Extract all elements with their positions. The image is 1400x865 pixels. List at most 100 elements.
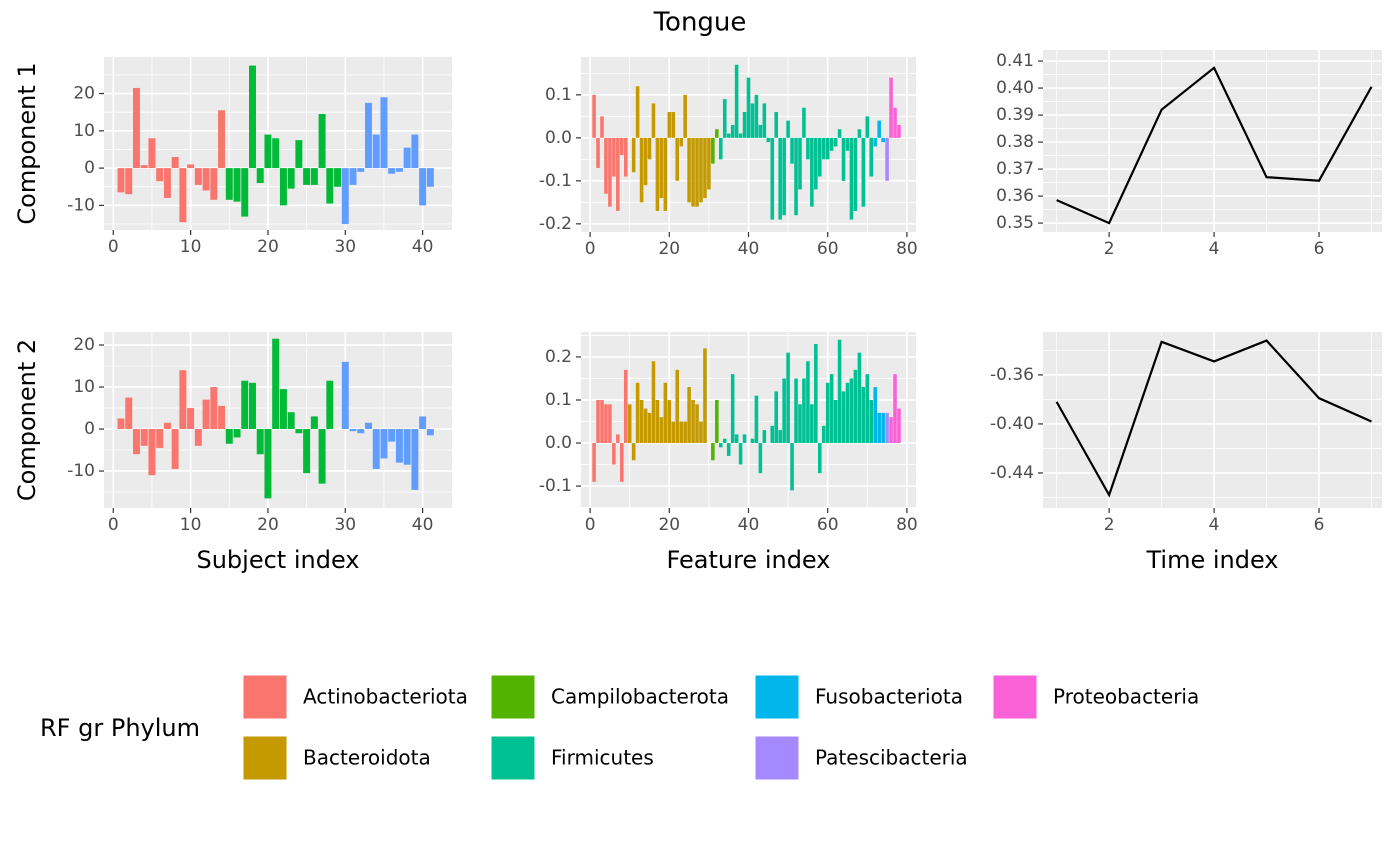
bar — [817, 443, 822, 474]
bar — [411, 134, 419, 169]
bar — [754, 395, 759, 444]
legend-key — [490, 735, 536, 781]
bar — [675, 137, 680, 181]
bar — [711, 137, 715, 164]
bar — [349, 429, 357, 432]
legend-label: Fusobacteriota — [815, 685, 963, 709]
bar — [256, 168, 264, 184]
x-tick-label: 0 — [108, 515, 119, 535]
bar — [635, 382, 640, 444]
bar — [829, 137, 834, 151]
bar — [117, 168, 125, 193]
bar — [202, 168, 210, 191]
bar — [163, 422, 171, 430]
bar — [671, 421, 676, 444]
bar — [722, 99, 727, 138]
x-tick-label: 2 — [1104, 239, 1115, 259]
bar — [148, 429, 156, 476]
y-tick-label: -0.44 — [990, 463, 1034, 483]
bar — [264, 429, 272, 499]
bar — [790, 137, 794, 164]
bar — [715, 129, 719, 138]
bar — [758, 124, 763, 138]
bar — [600, 399, 604, 444]
bar — [881, 137, 885, 143]
bar — [156, 168, 164, 182]
x-tick-label: 20 — [257, 515, 279, 535]
bar — [249, 382, 256, 430]
bar — [140, 429, 148, 446]
x-tick-label: 60 — [817, 515, 839, 535]
bar — [388, 168, 396, 174]
x-tick-label: 10 — [180, 515, 202, 535]
legend-label: Firmicutes — [551, 746, 654, 770]
bar — [774, 112, 779, 138]
bar — [426, 429, 434, 436]
x-tick-label: 20 — [257, 237, 279, 257]
y-tick-label: -0.1 — [539, 171, 572, 191]
bar — [873, 387, 877, 444]
bar — [715, 399, 719, 444]
bar — [869, 399, 874, 444]
bar — [857, 129, 862, 138]
bar — [750, 438, 755, 444]
bar — [817, 137, 822, 177]
bar — [821, 137, 826, 160]
bar — [766, 137, 771, 143]
bar — [218, 405, 226, 430]
y-tick-label: 0.37 — [996, 159, 1034, 179]
bar — [865, 374, 870, 444]
bar — [845, 382, 850, 444]
bar — [849, 378, 854, 444]
bar — [233, 429, 241, 438]
bar — [671, 112, 676, 138]
bar — [349, 168, 357, 185]
bar — [635, 86, 640, 138]
y-tick-label: 0.38 — [996, 132, 1034, 152]
bar — [738, 133, 743, 138]
bar — [655, 399, 660, 444]
bar — [778, 430, 782, 444]
bar — [897, 124, 901, 138]
bar — [782, 378, 786, 444]
bar — [372, 134, 380, 169]
x-tick-label: 6 — [1314, 239, 1325, 259]
bar — [194, 429, 202, 446]
bar — [893, 107, 897, 138]
bar — [620, 137, 624, 156]
bar — [683, 94, 687, 138]
x-tick-label: 40 — [412, 237, 434, 257]
x-tick-label: 30 — [334, 237, 356, 257]
legend-key — [242, 735, 288, 781]
bar — [762, 430, 767, 444]
bar — [861, 137, 866, 207]
bar — [395, 429, 403, 463]
bar — [675, 369, 680, 444]
bar — [806, 137, 810, 160]
bar — [627, 404, 632, 444]
bar — [734, 64, 739, 138]
bar — [341, 168, 349, 225]
bar — [419, 168, 427, 206]
bar — [249, 65, 256, 169]
legend-title: RF gr Phylum — [40, 714, 200, 742]
legend-key — [242, 674, 288, 720]
bar — [225, 429, 233, 444]
panel-background — [1043, 332, 1382, 508]
bar — [341, 361, 349, 430]
bar — [395, 168, 403, 172]
bar — [825, 382, 830, 444]
bar — [663, 382, 668, 444]
bar — [877, 120, 881, 138]
x-axis-title: Time index — [1145, 546, 1278, 574]
bar — [734, 434, 739, 444]
bar — [225, 168, 233, 200]
bar — [279, 168, 287, 206]
y-tick-label: -0.1 — [539, 476, 572, 496]
y-tick-label: -10 — [67, 195, 95, 215]
legend-label: Patescibacteria — [815, 746, 968, 770]
x-tick-label: 2 — [1104, 515, 1115, 535]
bar — [726, 133, 731, 138]
x-tick-label: 30 — [334, 515, 356, 535]
